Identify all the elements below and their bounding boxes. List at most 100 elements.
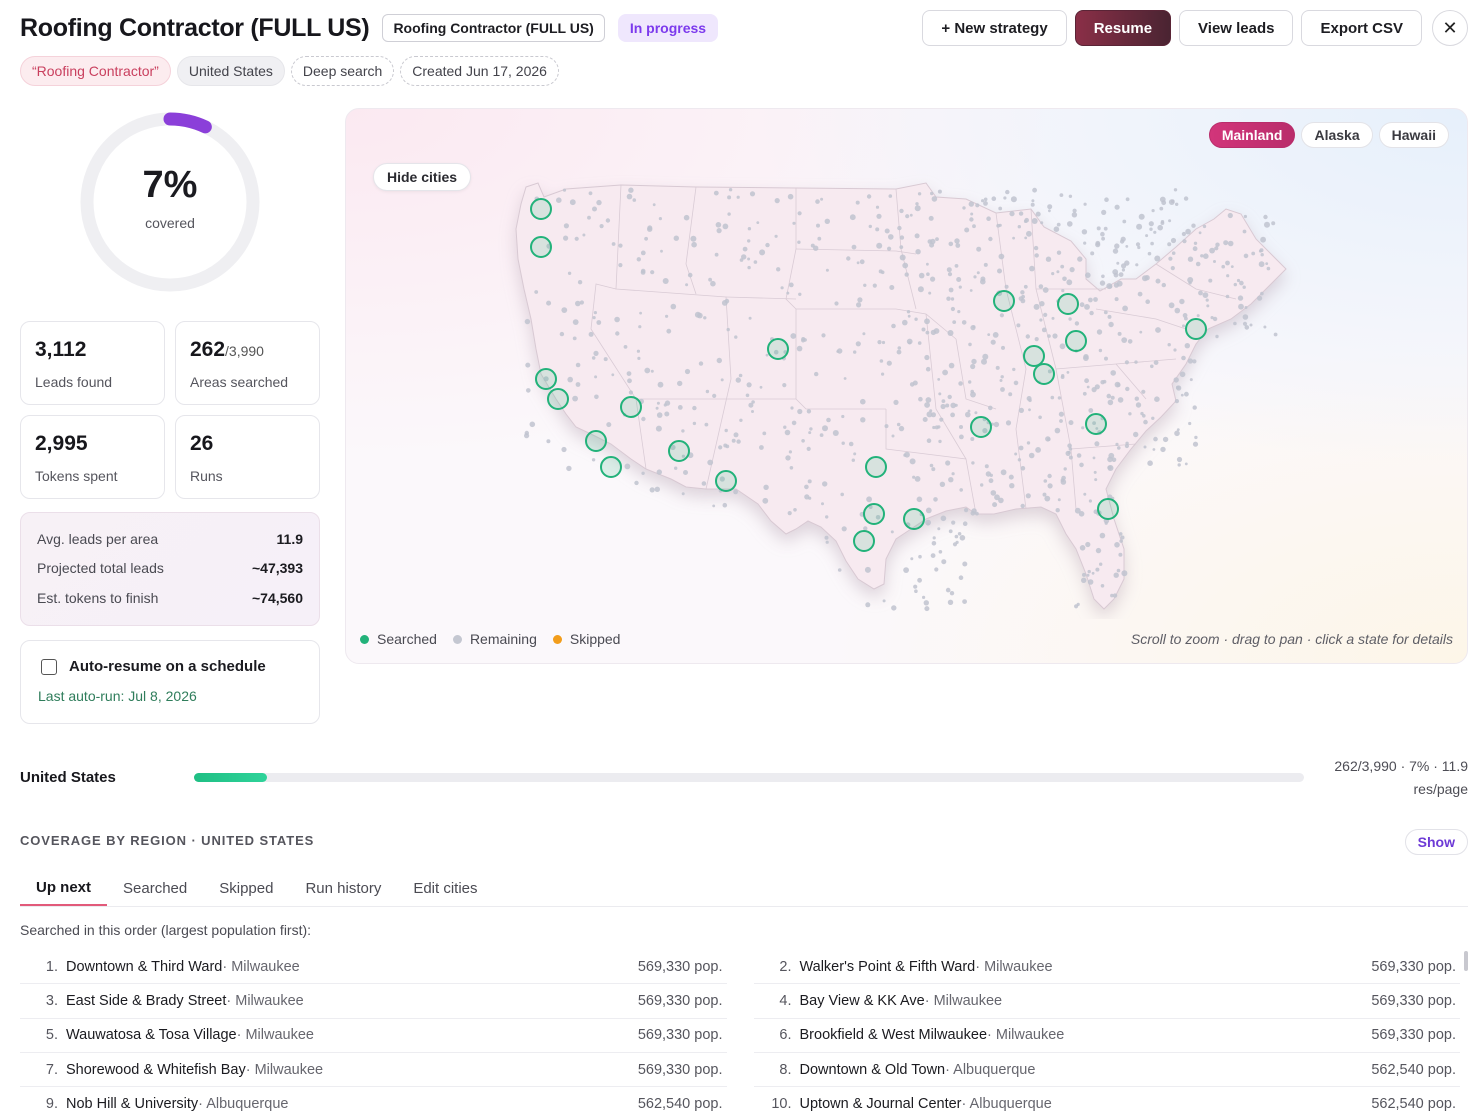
remaining-city-dot [837,568,842,572]
tab-up-next[interactable]: Up next [20,870,108,906]
remaining-city-dot [596,199,602,206]
remaining-city-dot [1160,446,1166,453]
us-map[interactable] [496,169,1316,619]
remaining-city-dot [1101,274,1105,279]
remaining-city-dot [733,489,738,495]
searched-city-ring [600,456,622,478]
remaining-city-dot [959,434,964,440]
region-hawaii-button[interactable]: Hawaii [1378,122,1449,148]
tab-edit-cities[interactable]: Edit cities [413,879,478,897]
remaining-city-dot [1230,265,1234,268]
remaining-city-dot [998,253,1005,260]
remaining-city-dot [937,189,942,194]
remaining-city-dot [958,381,963,386]
remaining-city-dot [670,444,676,451]
remaining-city-dot [1051,272,1055,276]
remaining-city-dot [1026,441,1031,445]
remaining-city-dot [1125,441,1129,445]
page-title: Roofing Contractor (FULL US) [20,13,370,42]
remaining-city-dot [975,511,979,516]
remaining-city-dot [1182,324,1185,328]
remaining-city-dot [918,554,922,559]
searched-city-ring [863,503,885,525]
remaining-city-dot [937,425,941,429]
remaining-city-dot [914,589,918,593]
tab-skipped[interactable]: Skipped [219,879,274,897]
remaining-city-dot [1025,493,1031,499]
resume-button[interactable]: Resume [1074,10,1172,46]
remaining-city-dot [989,473,993,477]
remaining-city-dot [970,510,976,516]
item-number: 5. [45,1027,58,1044]
remaining-city-dot [1137,291,1143,297]
remaining-city-dot [841,526,847,532]
coverage-label: covered [145,214,195,231]
remaining-city-dot [738,373,743,378]
item-area: Walker's Point & Fifth Ward [799,958,976,975]
list-item: 10. Uptown & Journal Center · Albuquerque… [754,1087,1461,1119]
remaining-city-dot [807,479,812,484]
remaining-city-dot [783,425,787,429]
remaining-city-dot [1035,211,1041,217]
remaining-city-dot [913,584,918,589]
remaining-city-dot [787,193,794,200]
remaining-city-dot [1194,435,1198,440]
remaining-city-dot [1221,264,1225,269]
item-area: Brookfield & West Milwaukee [799,1027,988,1044]
us-mainland-shape[interactable] [515,182,1287,610]
coverage-map[interactable]: Hide cities Mainland Alaska Hawaii [345,108,1468,664]
remaining-city-dot [997,268,1002,274]
remaining-city-dot [575,362,581,368]
region-alaska-button[interactable]: Alaska [1301,122,1373,148]
remaining-city-dot [840,492,844,497]
projection-label: Projected total leads [37,560,164,577]
remaining-city-dot [950,402,956,409]
remaining-city-dot [982,353,989,360]
remaining-city-dot [926,522,930,526]
remaining-city-dot [1142,275,1148,282]
searched-city-ring [1033,363,1055,385]
remaining-city-dot [718,445,723,450]
tab-searched[interactable]: Searched [123,879,188,897]
remaining-city-dot [928,215,934,221]
remaining-city-dot [948,477,954,483]
remaining-city-dot [940,403,946,410]
remaining-city-dot [1084,378,1089,384]
remaining-city-dot [649,487,655,493]
remaining-city-dot [1110,370,1116,376]
remaining-city-dot [1151,209,1155,213]
remaining-city-dot [904,272,909,277]
remaining-city-dot [691,241,697,248]
region-mainland-button[interactable]: Mainland [1208,122,1296,148]
remaining-city-dot [1188,281,1192,285]
hide-cities-button[interactable]: Hide cities [373,163,472,191]
remaining-city-dot [932,425,936,430]
remaining-city-dot [567,376,573,383]
auto-resume-checkbox[interactable] [41,658,57,675]
remaining-city-dot [934,567,939,572]
remaining-city-dot [1108,284,1113,289]
view-leads-button[interactable]: View leads [1179,10,1294,46]
remaining-city-dot [636,349,640,353]
list-scrollbar[interactable] [1464,951,1468,971]
close-icon[interactable]: ✕ [1432,10,1468,46]
remaining-city-dot [1243,214,1247,219]
auto-resume-toggle[interactable]: Auto-resume on a schedule [41,658,299,675]
remaining-city-dot [882,599,886,603]
remaining-city-dot [1088,297,1093,303]
remaining-city-dot [1152,448,1156,451]
show-regions-button[interactable]: Show [1404,829,1468,855]
remaining-city-dot [1056,222,1061,227]
remaining-city-dot [1177,463,1181,467]
item-number: 9. [45,1095,58,1112]
remaining-city-dot [872,283,877,288]
tab-run-history[interactable]: Run history [305,879,382,897]
new-strategy-button[interactable]: + New strategy [922,10,1067,46]
remaining-city-dot [726,327,730,332]
item-number: 8. [779,1061,792,1078]
remaining-city-dot [948,362,955,369]
export-csv-button[interactable]: Export CSV [1301,10,1422,46]
remaining-city-dot [746,382,752,388]
remaining-city-dot [896,349,902,355]
remaining-city-dot [1191,223,1196,228]
